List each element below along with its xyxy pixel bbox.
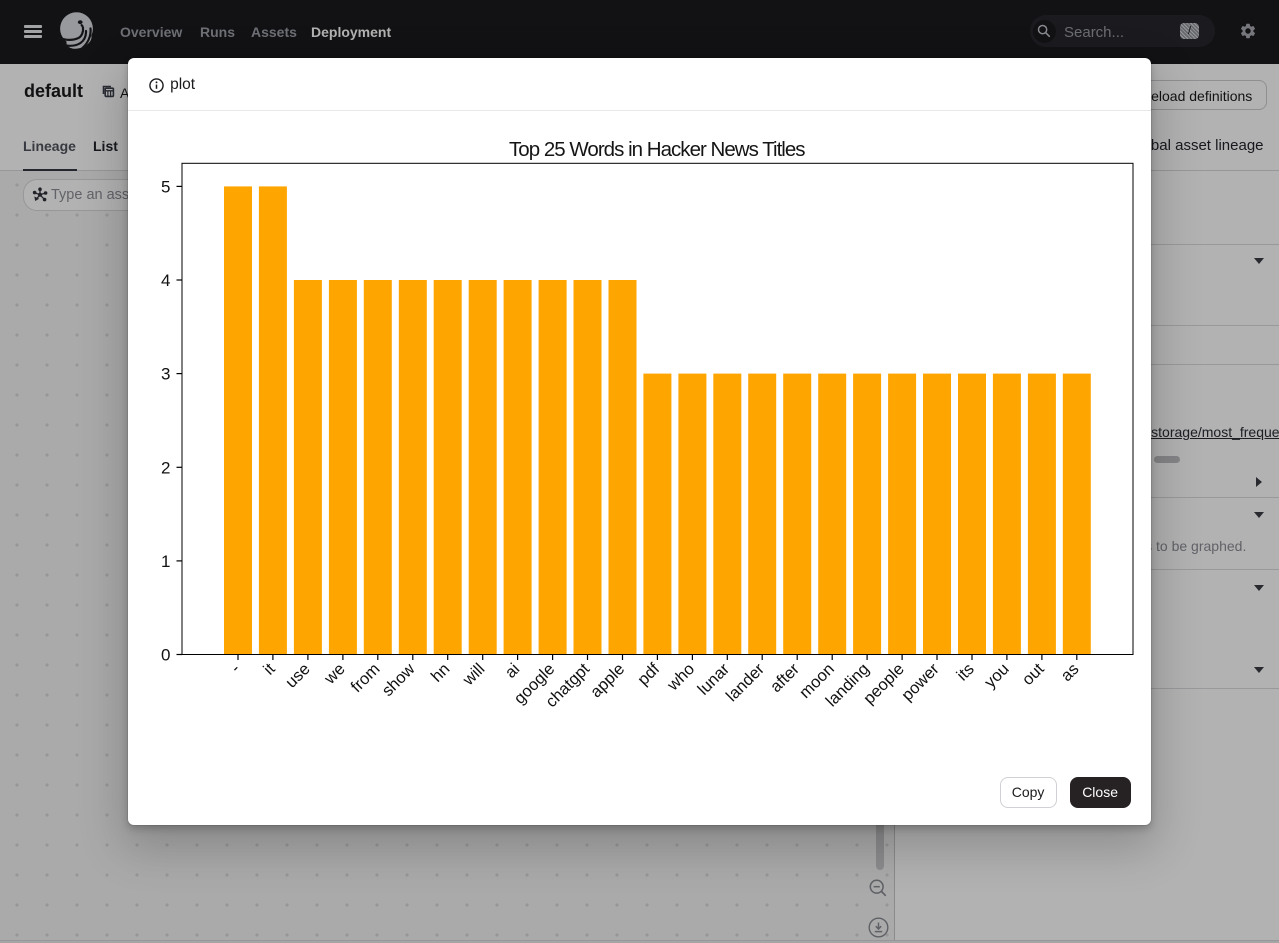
svg-text:it: it [260,660,279,679]
svg-text:out: out [1018,660,1047,689]
svg-text:lander: lander [722,660,768,706]
svg-text:5: 5 [161,178,170,197]
svg-text:you: you [981,660,1013,692]
svg-text:will: will [458,660,488,690]
svg-text:4: 4 [161,271,170,290]
svg-text:1: 1 [161,552,170,571]
svg-text:3: 3 [161,365,170,384]
svg-text:use: use [282,660,314,692]
svg-text:ai: ai [501,660,523,682]
svg-text:-: - [227,660,244,677]
svg-text:who: who [663,660,698,695]
svg-text:hn: hn [427,660,453,686]
svg-text:apple: apple [587,660,628,701]
svg-text:show: show [378,660,418,700]
svg-text:we: we [320,660,348,688]
svg-text:from: from [347,660,383,696]
svg-text:0: 0 [161,646,170,665]
svg-text:power: power [898,660,943,705]
svg-text:its: its [953,660,977,684]
svg-text:as: as [1057,660,1082,685]
svg-text:Top 25 Words in Hacker News Ti: Top 25 Words in Hacker News Titles [509,138,805,161]
svg-text:2: 2 [161,459,170,478]
svg-text:pdf: pdf [634,660,663,689]
